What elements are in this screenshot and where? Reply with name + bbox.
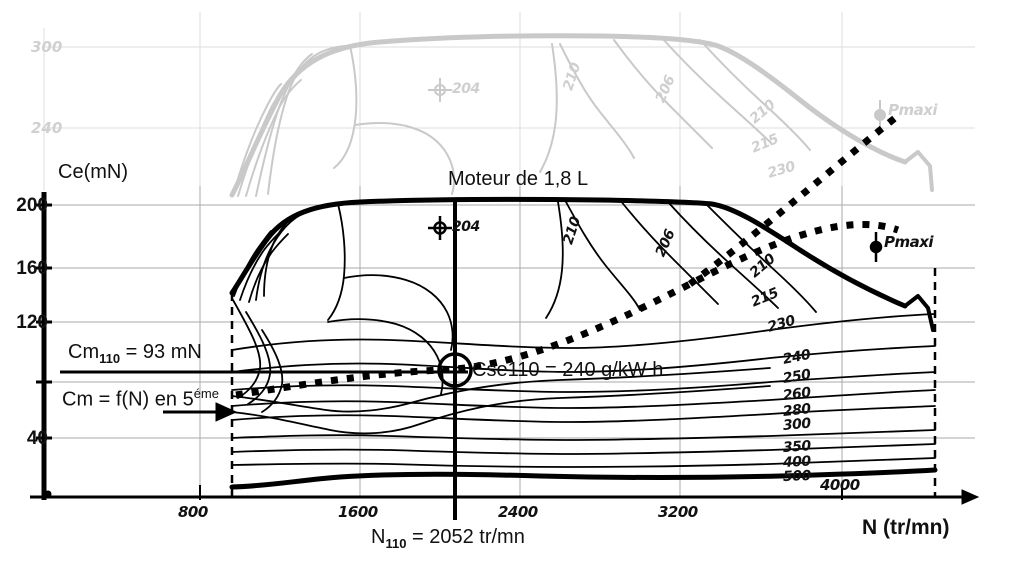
y-tick-200: 200 bbox=[16, 195, 48, 216]
iso-consumption-contours bbox=[231, 199, 936, 468]
cm110-annotation: Cm110 = 93 mN bbox=[68, 341, 202, 366]
axes bbox=[30, 192, 980, 505]
pmaxi-marker-icon bbox=[869, 232, 883, 262]
x-tick-2400: 2400 bbox=[498, 503, 538, 521]
main-grid bbox=[44, 186, 975, 497]
y-tick-120: 120 bbox=[16, 312, 48, 333]
cm-fn-annotation: Cm = f(N) en 5éme bbox=[62, 386, 219, 412]
n110-rest: = 2052 tr/mn bbox=[406, 526, 525, 548]
ghost-pmaxi-label: Pmaxi bbox=[888, 101, 938, 119]
min-cse-label: 204 bbox=[452, 219, 480, 235]
pmaxi-label: Pmaxi bbox=[884, 233, 934, 251]
cse110-annotation: Cse110 = 240 g/kW h bbox=[472, 359, 664, 381]
ghost-contours bbox=[229, 33, 934, 198]
cm-fn-arrow bbox=[163, 402, 238, 422]
y-tick-160: 160 bbox=[16, 258, 48, 279]
y-tick-40: 40 bbox=[26, 428, 48, 449]
x-tick-800: 800 bbox=[178, 503, 208, 521]
resistive-torque-dotted-extension bbox=[687, 111, 903, 287]
x-tick-3200: 3200 bbox=[658, 503, 698, 521]
cm110-rest: = 93 mN bbox=[120, 341, 202, 363]
full-load-torque-curve bbox=[229, 196, 935, 332]
n110-subscript: 110 bbox=[385, 536, 407, 551]
ghost-pmaxi-marker bbox=[874, 100, 886, 130]
ghost-crosshair-marker bbox=[428, 78, 452, 102]
ghost-grid bbox=[43, 12, 975, 190]
x-axis-title: N (tr/mn) bbox=[862, 516, 950, 539]
x-tick-4000: 4000 bbox=[820, 476, 860, 494]
cm110-prefix: Cm bbox=[68, 341, 100, 363]
ghost-min-cse-label: 204 bbox=[452, 81, 480, 97]
ghost-ytick-240: 240 bbox=[31, 119, 63, 137]
ghost-ytick-300: 300 bbox=[31, 38, 63, 56]
n110-prefix: N bbox=[371, 526, 386, 548]
contour-label-500: 500 bbox=[782, 468, 811, 485]
cm-fn-sup: éme bbox=[193, 386, 219, 401]
contour-label-300: 300 bbox=[782, 415, 812, 434]
power-limit-dotted-line bbox=[235, 220, 900, 399]
cm-fn-text: Cm = f(N) en 5 bbox=[62, 388, 194, 411]
motoring-torque-curve bbox=[229, 467, 938, 490]
x-tick-1600: 1600 bbox=[338, 503, 378, 521]
speed-range-dashed-lines bbox=[230, 268, 937, 497]
chart-title: Moteur de 1,8 L bbox=[448, 168, 589, 190]
min-consumption-crosshair-icon bbox=[428, 216, 452, 240]
n110-annotation: N110 = 2052 tr/mn bbox=[371, 526, 525, 551]
operating-point-marker bbox=[437, 352, 473, 388]
y-axis-title: Ce(mN) bbox=[58, 161, 128, 183]
cm110-subscript: 110 bbox=[99, 351, 121, 366]
